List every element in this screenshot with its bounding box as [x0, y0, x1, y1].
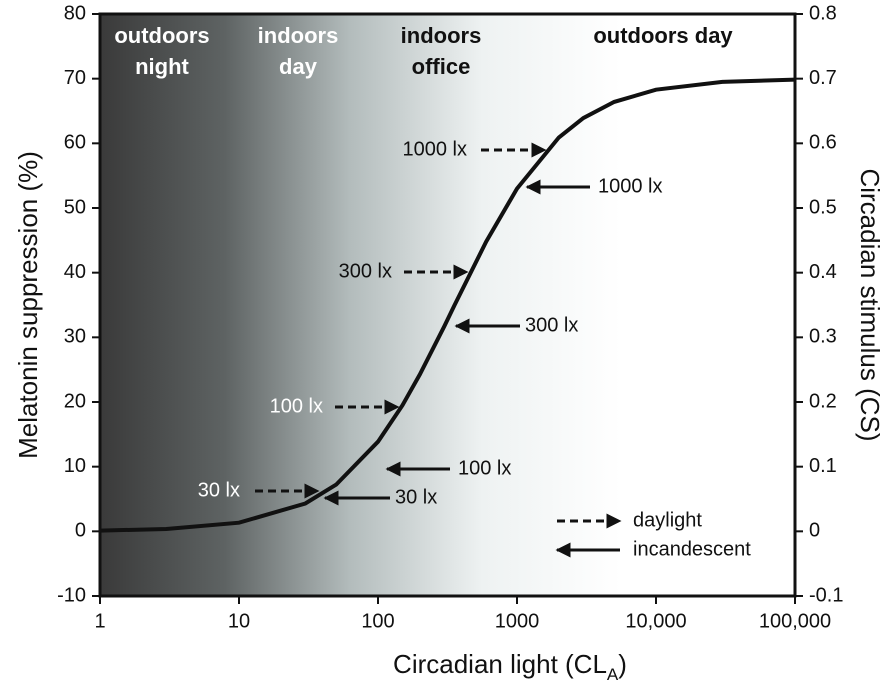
y-tick-label: 50	[64, 196, 86, 218]
plot-frame	[98, 12, 797, 598]
annotation-label: 30 lx	[198, 479, 240, 501]
y2-tick-label: 0.5	[809, 196, 837, 218]
y-tick-label: 60	[64, 132, 86, 154]
y-axis-label: Melatonin suppression (%)	[13, 151, 43, 459]
y2-tick-label: 0.8	[809, 2, 837, 24]
x-axis-label-sub: A	[607, 665, 619, 684]
y2-tick-label: 0.4	[809, 261, 837, 283]
region-label: indoors	[401, 23, 482, 48]
y2-tick-label: 0.1	[809, 455, 837, 477]
y2-tick-label: 0	[809, 520, 820, 542]
x-tick-label: 1000	[495, 610, 540, 632]
region-label: outdoors	[114, 23, 209, 48]
x-tick-label: 100,000	[759, 610, 831, 632]
plot-background	[100, 14, 795, 596]
y-tick-label: 10	[64, 455, 86, 477]
annotation-label: 30 lx	[395, 486, 437, 508]
x-tick-label: 10	[228, 610, 250, 632]
y-tick-label: 30	[64, 326, 86, 348]
y-tick-label: 80	[64, 2, 86, 24]
y-tick-label: 0	[75, 520, 86, 542]
annotation-label: 100 lx	[270, 395, 323, 417]
region-label: indoors	[258, 23, 339, 48]
legend-label: daylight	[633, 509, 702, 531]
region-label: outdoors day	[593, 23, 733, 48]
y2-axis-label: Circadian stimulus (CS)	[855, 168, 885, 441]
y-tick-label: 20	[64, 390, 86, 412]
x-tick-label: 100	[361, 610, 394, 632]
annotation-label: 1000 lx	[598, 175, 663, 197]
y-tick-label: -10	[57, 584, 86, 606]
y2-tick-label: 0.3	[809, 326, 837, 348]
y2-tick-label: 0.6	[809, 132, 837, 154]
curve	[99, 77, 796, 533]
annotation-label: 300 lx	[339, 260, 392, 282]
region-label: office	[412, 54, 471, 79]
y2-tick-label: -0.1	[809, 584, 843, 606]
region-label: night	[135, 54, 189, 79]
x-tick-label: 10,000	[625, 610, 686, 632]
annotation-label: 100 lx	[458, 457, 511, 479]
annotation-label: 1000 lx	[403, 138, 468, 160]
x-tick-label: 1	[94, 610, 105, 632]
region-label: day	[279, 54, 318, 79]
x-axis-label-end: )	[618, 649, 627, 679]
y2-tick-label: 0.7	[809, 67, 837, 89]
x-axis-label-main: Circadian light (CL	[393, 649, 607, 679]
annotation-label: 300 lx	[525, 314, 578, 336]
y2-tick-label: 0.2	[809, 390, 837, 412]
legend-label: incandescent	[633, 538, 751, 560]
x-axis-label: Circadian light (CLA)	[393, 649, 627, 684]
y-tick-label: 40	[64, 261, 86, 283]
y-tick-label: 70	[64, 67, 86, 89]
